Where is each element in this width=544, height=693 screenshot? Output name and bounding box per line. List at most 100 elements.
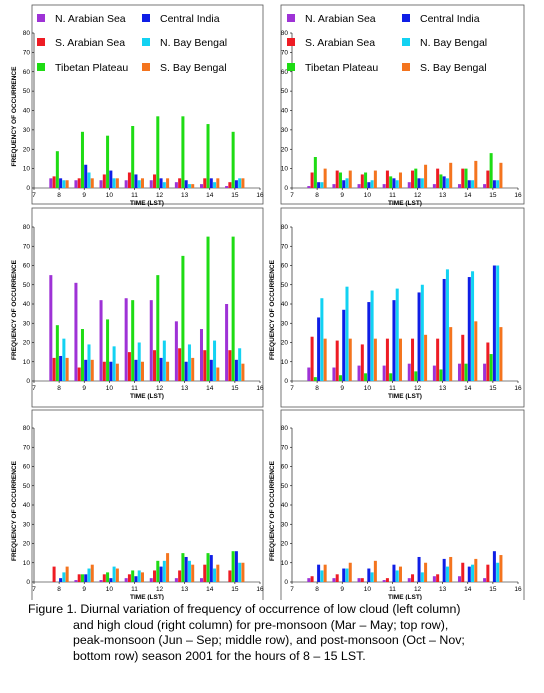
bar-s-arabian-sea-9 [77, 178, 81, 188]
bar-n-arabian-sea-10 [357, 184, 361, 188]
bar-n-bay-bengal-11 [137, 570, 141, 582]
y-tick-label: 20 [23, 146, 31, 153]
x-tick-label: 16 [256, 385, 264, 392]
y-tick-label: 70 [23, 49, 31, 56]
panel-frame [280, 409, 525, 600]
y-tick-label: 0 [284, 378, 288, 385]
legend-label-s-bay-bengal: S. Bay Bengal [420, 62, 487, 74]
bar-central-india-15 [492, 551, 496, 582]
bar-n-bay-bengal-9 [345, 286, 349, 381]
y-tick-label: 80 [23, 30, 31, 37]
bar-s-arabian-sea-8 [310, 172, 314, 188]
bar-central-india-13 [442, 278, 446, 381]
bar-n-bay-bengal-8 [320, 298, 324, 381]
bar-s-arabian-sea-14 [203, 178, 207, 188]
y-tick-label: 70 [281, 444, 289, 451]
bar-s-bay-bengal-8 [323, 338, 327, 381]
y-tick-label: 40 [281, 301, 289, 308]
y-tick-label: 60 [23, 464, 31, 471]
bar-tibetan-plateau-8 [313, 377, 317, 381]
bar-n-arabian-sea-9 [332, 184, 336, 188]
legend-label-n-arabian-sea: N. Arabian Sea [305, 13, 376, 25]
bar-s-bay-bengal-8 [323, 564, 327, 582]
y-tick-label: 20 [23, 340, 31, 347]
bar-central-india-9 [342, 180, 346, 188]
bar-n-bay-bengal-15 [496, 562, 500, 582]
panel-frame [280, 207, 525, 408]
y-tick-label: 60 [281, 263, 289, 270]
bar-s-bay-bengal-9 [90, 359, 94, 381]
bar-n-arabian-sea-10 [99, 580, 103, 582]
bar-s-bay-bengal-12 [166, 553, 170, 582]
bar-s-arabian-sea-12 [411, 338, 415, 381]
bar-tibetan-plateau-11 [131, 126, 135, 188]
bar-s-arabian-sea-10 [360, 174, 364, 188]
bar-s-bay-bengal-9 [90, 178, 94, 188]
bar-central-india-14 [209, 178, 213, 188]
bar-central-india-8 [59, 178, 63, 188]
x-axis-label: TIME (LST) [388, 594, 422, 600]
bar-n-arabian-sea-13 [432, 576, 436, 582]
bar-s-bay-bengal-15 [241, 363, 245, 381]
y-tick-label: 40 [281, 502, 289, 509]
bar-s-bay-bengal-11 [398, 566, 402, 582]
bar-n-arabian-sea-11 [382, 365, 386, 381]
bar-s-bay-bengal-10 [115, 178, 119, 188]
bar-tibetan-plateau-14 [206, 236, 210, 381]
x-tick-label: 8 [57, 586, 61, 593]
y-tick-label: 70 [281, 243, 289, 250]
y-tick-label: 20 [281, 340, 289, 347]
y-tick-label: 80 [281, 224, 289, 231]
x-tick-label: 14 [206, 192, 214, 199]
bar-tibetan-plateau-11 [131, 570, 135, 582]
bar-s-arabian-sea-12 [411, 170, 415, 188]
x-tick-label: 9 [340, 192, 344, 199]
x-tick-label: 16 [256, 192, 264, 199]
y-tick-label: 80 [281, 30, 289, 37]
bar-s-bay-bengal-9 [348, 562, 352, 582]
bar-n-arabian-sea-13 [432, 365, 436, 381]
bar-n-bay-bengal-13 [187, 560, 191, 582]
bar-central-india-14 [209, 359, 213, 381]
bar-n-arabian-sea-8 [307, 186, 311, 188]
x-tick-label: 13 [181, 586, 189, 593]
bar-tibetan-plateau-8 [55, 325, 59, 381]
legend-label-n-bay-bengal: N. Bay Bengal [160, 37, 227, 49]
bar-n-bay-bengal-11 [137, 342, 141, 381]
x-tick-label: 7 [32, 192, 36, 199]
bar-central-india-10 [109, 578, 113, 582]
bar-tibetan-plateau-15 [489, 153, 493, 188]
chart-panel-top-left: 0 10 20 30 40 50 60 70 80 7 8 9 10 11 12 13 14 15 16 TIME (… [11, 4, 264, 207]
bar-central-india-9 [342, 309, 346, 381]
x-tick-label: 12 [156, 385, 164, 392]
bar-s-bay-bengal-8 [65, 566, 69, 582]
y-tick-label: 60 [281, 69, 289, 76]
bar-s-arabian-sea-14 [461, 168, 465, 188]
bar-tibetan-plateau-8 [55, 151, 59, 188]
bar-s-arabian-sea-13 [436, 574, 440, 582]
bar-s-bay-bengal-12 [166, 361, 170, 381]
bar-n-bay-bengal-10 [370, 180, 374, 188]
x-tick-label: 13 [181, 385, 189, 392]
y-tick-label: 80 [23, 425, 31, 432]
x-tick-label: 8 [57, 385, 61, 392]
legend-swatch-s-arabian-sea [37, 38, 45, 46]
bar-n-bay-bengal-9 [345, 178, 349, 188]
bar-tibetan-plateau-15 [231, 551, 235, 582]
bar-s-arabian-sea-8 [310, 576, 314, 582]
y-tick-label: 60 [281, 464, 289, 471]
bar-s-bay-bengal-8 [323, 168, 327, 188]
bar-tibetan-plateau-11 [389, 373, 393, 381]
bar-s-arabian-sea-14 [203, 350, 207, 381]
y-tick-label: 10 [23, 359, 31, 366]
bar-central-india-11 [392, 178, 396, 188]
bar-tibetan-plateau-9 [80, 131, 84, 188]
bar-s-bay-bengal-10 [373, 338, 377, 381]
bar-tibetan-plateau-13 [181, 553, 185, 582]
bar-tibetan-plateau-12 [414, 168, 418, 188]
bar-n-arabian-sea-15 [483, 184, 487, 188]
y-tick-label: 50 [281, 282, 289, 289]
bar-tibetan-plateau-12 [414, 371, 418, 381]
x-tick-label: 7 [290, 192, 294, 199]
bar-s-bay-bengal-13 [191, 357, 195, 381]
